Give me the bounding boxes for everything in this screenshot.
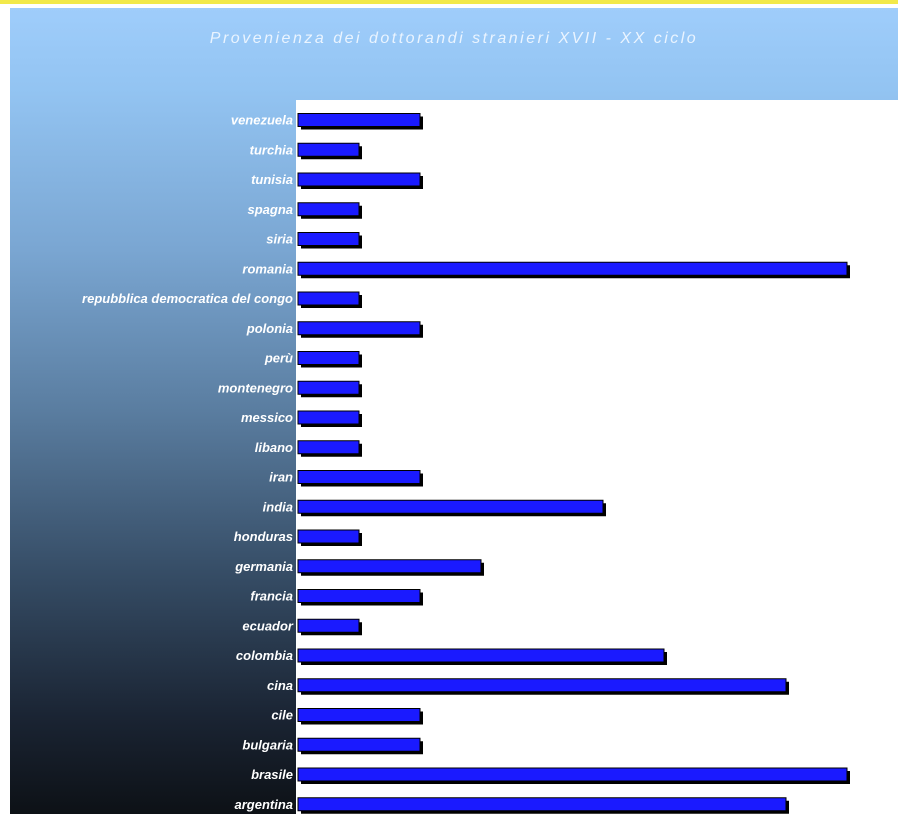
category-label: iran bbox=[269, 470, 293, 485]
bar-cina bbox=[297, 678, 787, 693]
bar-siria bbox=[297, 232, 360, 246]
category-label: argentina bbox=[234, 797, 293, 812]
category-label: cile bbox=[271, 708, 293, 723]
category-label: ecuador bbox=[242, 618, 294, 633]
category-label: montenegro bbox=[218, 380, 293, 395]
bar-polonia bbox=[297, 321, 421, 336]
bar-iran bbox=[297, 470, 421, 484]
bar-libano bbox=[297, 440, 360, 455]
bar-india bbox=[297, 499, 604, 514]
bar-colombia bbox=[297, 648, 665, 663]
bar-germania bbox=[297, 559, 482, 574]
chart-title: Provenienza dei dottorandi stranieri XVI… bbox=[209, 30, 699, 47]
category-label: perù bbox=[264, 351, 293, 366]
bar-venezuela bbox=[297, 113, 421, 127]
bar-francia bbox=[297, 589, 421, 603]
category-label: turchia bbox=[250, 142, 293, 157]
bar-bulgaria bbox=[297, 737, 421, 752]
chart-frame: Provenienza dei dottorandi stranieri XVI… bbox=[10, 8, 898, 814]
category-label: india bbox=[263, 499, 293, 514]
bar-perù bbox=[297, 351, 360, 365]
category-label: messico bbox=[241, 410, 293, 425]
plot-area bbox=[296, 100, 898, 814]
bar-ecuador bbox=[297, 618, 360, 633]
category-label: polonia bbox=[246, 321, 293, 336]
category-label: romania bbox=[242, 261, 293, 276]
bar-repubblica-democratica-del-congo bbox=[297, 291, 360, 306]
bar-turchia bbox=[297, 142, 360, 157]
bar-chart-svg bbox=[297, 113, 850, 814]
category-label: spagna bbox=[247, 202, 293, 217]
category-label: libano bbox=[255, 440, 293, 455]
bar-brasile bbox=[297, 767, 848, 782]
bar-spagna bbox=[297, 202, 360, 217]
category-label: cina bbox=[267, 678, 293, 693]
category-label: tunisia bbox=[251, 172, 293, 187]
category-label: germania bbox=[234, 559, 293, 574]
category-label: brasile bbox=[251, 767, 293, 782]
top-accent-strip bbox=[0, 0, 898, 4]
category-label: honduras bbox=[234, 529, 293, 544]
category-label: colombia bbox=[236, 648, 293, 663]
category-label: francia bbox=[250, 589, 293, 604]
bar-argentina bbox=[297, 797, 787, 812]
bar-montenegro bbox=[297, 380, 360, 395]
category-labels: venezuela turchia tunisia spagna siria romani… bbox=[82, 113, 294, 812]
category-label: bulgaria bbox=[242, 737, 293, 752]
bar-cile bbox=[297, 708, 421, 722]
bar-tunisia bbox=[297, 172, 421, 187]
category-label: siria bbox=[266, 232, 293, 247]
category-label: venezuela bbox=[231, 113, 293, 128]
bar-messico bbox=[297, 410, 360, 425]
bar-romania bbox=[297, 261, 848, 276]
bar-honduras bbox=[297, 529, 360, 544]
category-label: repubblica democratica del congo bbox=[82, 291, 293, 306]
